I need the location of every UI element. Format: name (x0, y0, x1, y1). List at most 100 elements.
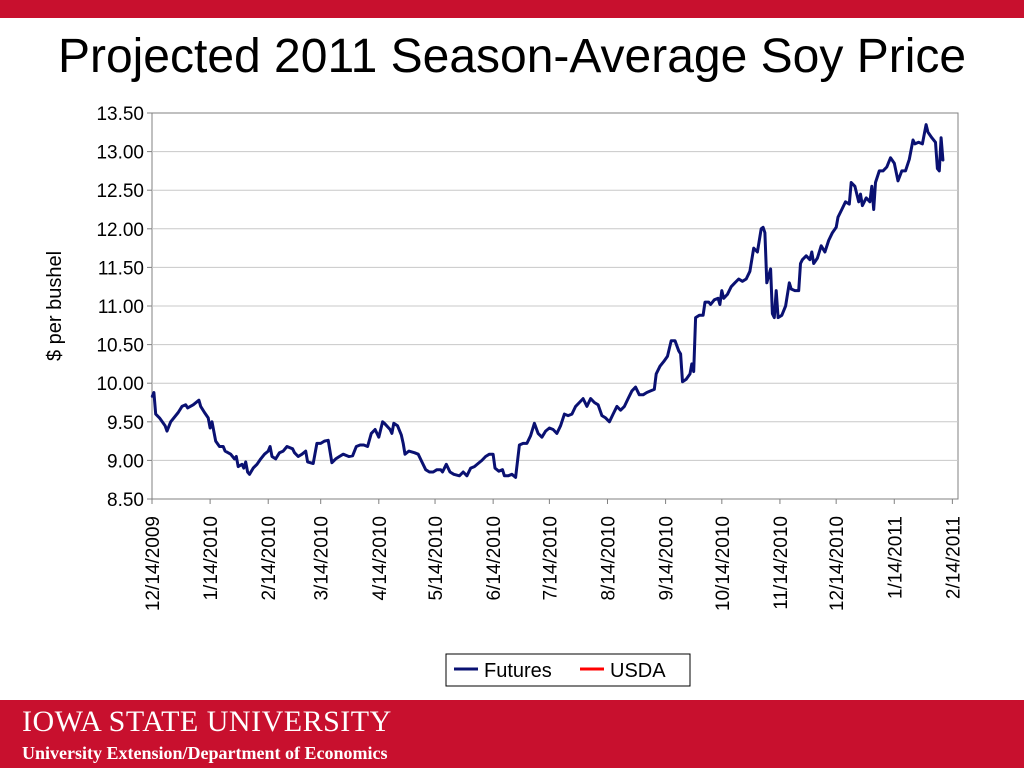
y-tick-label: 9.00 (107, 451, 144, 472)
data-point-futures (237, 465, 239, 468)
data-point-futures (494, 467, 496, 469)
data-point-futures (649, 390, 652, 392)
data-point-futures (730, 285, 732, 288)
data-point-futures (775, 289, 777, 292)
data-point-futures (439, 468, 442, 471)
data-point-futures (548, 427, 551, 429)
data-point-futures (383, 422, 386, 425)
data-point-futures (824, 251, 826, 253)
x-tick-label: 6/14/2010 (484, 516, 505, 601)
data-point-futures (492, 453, 494, 456)
data-point-futures (243, 467, 245, 469)
data-point-futures (209, 427, 211, 429)
data-point-futures (400, 434, 403, 436)
data-point-futures (674, 339, 676, 342)
data-point-futures (552, 428, 554, 431)
data-point-futures (638, 394, 641, 396)
data-point-futures (593, 401, 596, 404)
y-tick-label: 11.50 (98, 258, 144, 279)
data-point-futures (691, 363, 693, 365)
data-point-futures (612, 413, 614, 415)
data-point-futures (323, 440, 326, 442)
x-tick-label: 9/14/2010 (657, 516, 678, 601)
data-point-futures (526, 442, 528, 445)
data-point-futures (642, 394, 644, 396)
data-point-futures (631, 390, 633, 392)
data-point-futures (154, 413, 157, 415)
data-point-futures (655, 373, 657, 375)
data-point-futures (734, 282, 736, 284)
data-point-futures (582, 397, 584, 400)
y-axis-label: $ per bushel (44, 251, 66, 361)
top-accent-bar (0, 0, 1024, 18)
data-point-futures (749, 270, 751, 273)
data-point-futures (256, 463, 258, 466)
x-tick-label: 4/14/2010 (370, 516, 391, 601)
data-point-futures (413, 451, 416, 454)
data-point-futures (466, 475, 468, 477)
data-point-futures (850, 181, 852, 184)
data-point-futures (166, 430, 168, 432)
data-point-futures (181, 405, 183, 408)
data-point-futures (685, 378, 687, 381)
data-point-futures (529, 434, 532, 437)
data-point-futures (801, 258, 804, 261)
legend-box (445, 653, 691, 687)
data-point-futures (541, 436, 543, 439)
data-point-futures (274, 458, 277, 460)
x-tick-label: 5/14/2010 (426, 516, 447, 601)
data-point-futures (211, 421, 213, 423)
data-point-futures (402, 442, 405, 445)
university-logo-text: IOWA STATE UNIVERSITY (22, 705, 392, 738)
x-tick-label: 8/14/2010 (598, 516, 619, 601)
x-tick-label: 1/14/2011 (885, 516, 906, 599)
data-point-futures (917, 141, 920, 144)
data-point-futures (556, 432, 558, 435)
data-point-futures (248, 473, 251, 476)
data-point-futures (374, 428, 376, 431)
legend-label-futures: Futures (484, 660, 552, 682)
data-point-futures (241, 463, 243, 466)
data-point-futures (563, 413, 566, 415)
data-point-futures (449, 471, 451, 473)
data-point-futures (567, 414, 569, 417)
data-point-futures (719, 303, 721, 306)
data-point-futures (679, 353, 682, 355)
legend-label-usda: USDA (610, 660, 666, 682)
data-point-futures (370, 432, 373, 435)
data-point-futures (914, 143, 916, 145)
data-point-futures (760, 228, 762, 230)
data-point-futures (841, 208, 843, 211)
data-point-futures (177, 411, 179, 414)
y-tick-label: 11.00 (98, 297, 144, 318)
data-point-futures (604, 417, 607, 419)
data-point-futures (396, 424, 399, 427)
y-tick-label: 12.50 (96, 181, 144, 202)
x-tick-label: 12/14/2009 (143, 516, 164, 611)
data-point-futures (713, 299, 716, 301)
data-point-futures (662, 360, 665, 363)
data-point-futures (164, 424, 166, 427)
data-point-futures (428, 471, 431, 473)
data-point-futures (908, 158, 911, 161)
data-point-futures (837, 216, 839, 218)
x-tick-label: 11/14/2010 (771, 516, 792, 610)
data-point-futures (417, 453, 420, 456)
data-point-futures (574, 405, 577, 408)
data-point-futures (784, 305, 787, 307)
data-point-futures (809, 258, 811, 261)
data-point-futures (286, 445, 288, 448)
data-point-futures (218, 445, 221, 448)
data-point-futures (338, 455, 341, 458)
x-tick-label: 2/14/2011 (943, 516, 964, 599)
data-point-futures (312, 462, 315, 465)
data-point-futures (514, 476, 517, 479)
data-point-futures (835, 226, 837, 229)
data-point-futures (484, 455, 487, 458)
data-point-futures (229, 453, 232, 456)
chart: 13.50 13.00 12.50 12.00 11.50 11.00 10.50 10.00… (44, 104, 964, 687)
data-point-futures (670, 339, 672, 342)
data-point-futures (889, 157, 892, 159)
data-point-futures (432, 471, 435, 473)
data-point-futures (319, 442, 322, 445)
